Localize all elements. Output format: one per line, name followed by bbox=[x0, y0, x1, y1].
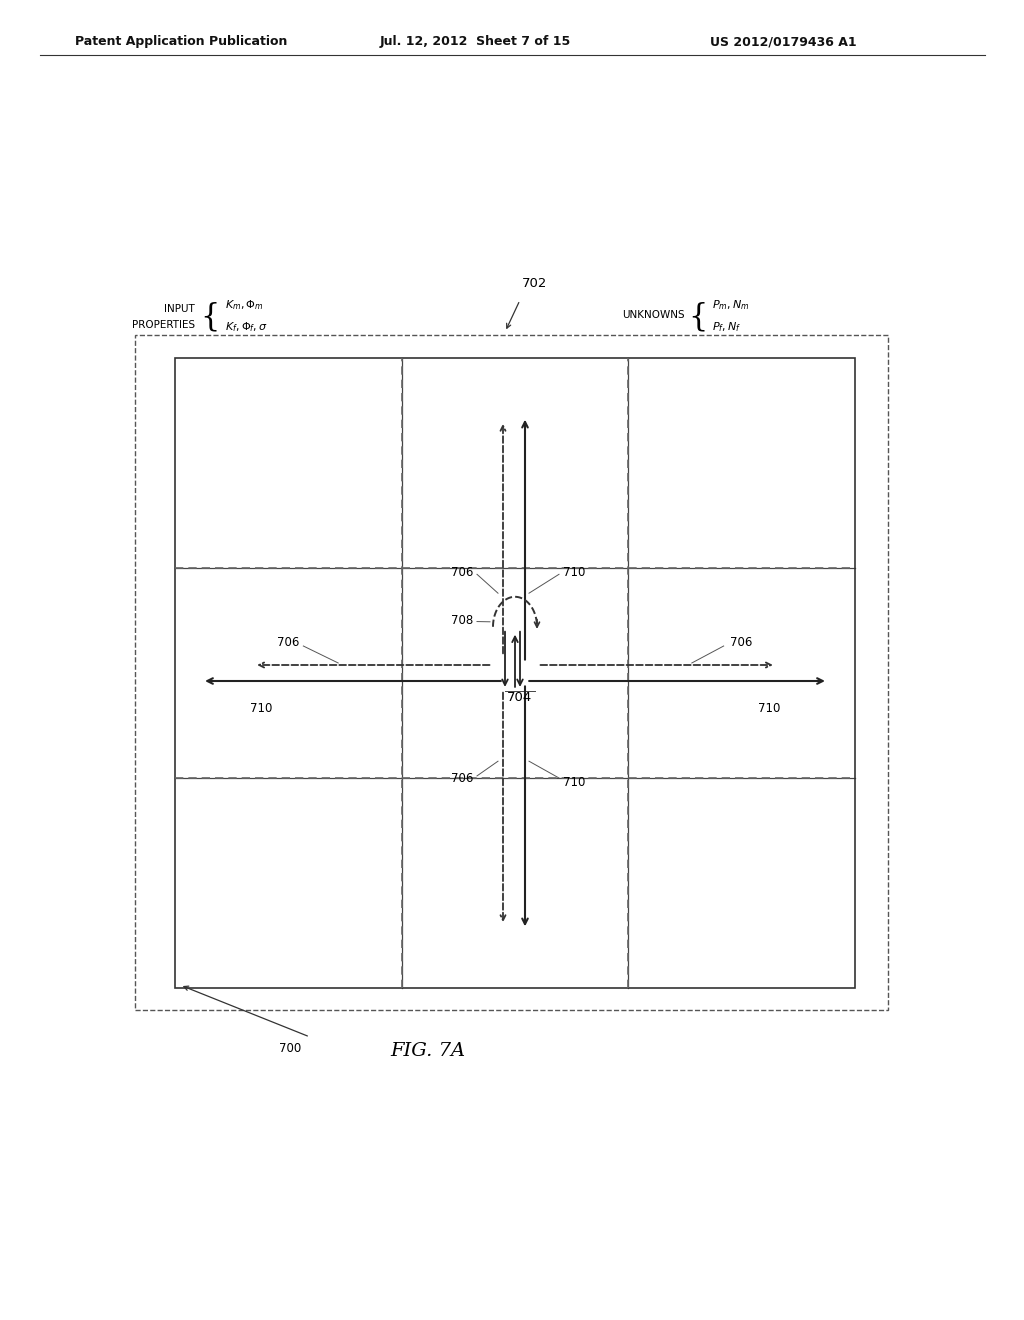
Text: 708: 708 bbox=[451, 614, 473, 627]
Text: 704: 704 bbox=[507, 690, 532, 704]
Text: 706: 706 bbox=[730, 636, 753, 649]
Text: PROPERTIES: PROPERTIES bbox=[132, 319, 195, 330]
Text: 710: 710 bbox=[563, 566, 586, 578]
Text: 706: 706 bbox=[278, 636, 300, 649]
Text: 710: 710 bbox=[250, 701, 272, 714]
Text: {: { bbox=[200, 301, 219, 333]
Text: Jul. 12, 2012  Sheet 7 of 15: Jul. 12, 2012 Sheet 7 of 15 bbox=[380, 36, 571, 49]
Text: $K_m, \Phi_m$: $K_m, \Phi_m$ bbox=[225, 298, 264, 312]
Text: {: { bbox=[688, 301, 708, 333]
Text: 706: 706 bbox=[451, 771, 473, 784]
Text: 710: 710 bbox=[563, 776, 586, 789]
Bar bbox=[135, 335, 888, 1010]
Text: US 2012/0179436 A1: US 2012/0179436 A1 bbox=[710, 36, 857, 49]
Text: 700: 700 bbox=[279, 1041, 301, 1055]
Text: $P_m, N_m$: $P_m, N_m$ bbox=[712, 298, 750, 312]
Text: $K_f, \Phi_f, \sigma$: $K_f, \Phi_f, \sigma$ bbox=[225, 321, 268, 334]
Text: $P_f, N_f$: $P_f, N_f$ bbox=[712, 321, 741, 334]
Text: FIG. 7A: FIG. 7A bbox=[390, 1041, 465, 1060]
Text: INPUT: INPUT bbox=[164, 304, 195, 314]
Text: 706: 706 bbox=[451, 566, 473, 578]
Text: 702: 702 bbox=[522, 277, 548, 290]
Bar bbox=[175, 358, 855, 987]
Text: 710: 710 bbox=[758, 701, 780, 714]
Text: UNKNOWNS: UNKNOWNS bbox=[623, 310, 685, 319]
Text: Patent Application Publication: Patent Application Publication bbox=[75, 36, 288, 49]
